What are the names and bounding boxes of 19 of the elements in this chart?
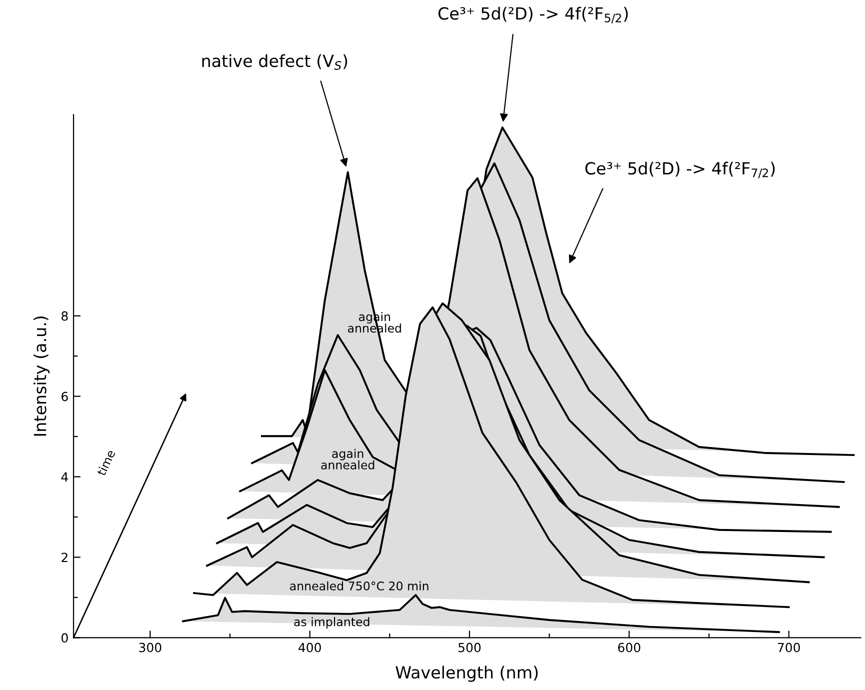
x-tick-label: 400: [298, 642, 321, 652]
annotation: time: [96, 449, 116, 476]
annotation: Ce³⁺ 5d(²D) -> 4f(²F$_{7/2}$): [585, 162, 775, 178]
x-tick-label: 700: [778, 642, 800, 652]
x-tick-label: 500: [458, 642, 481, 652]
x-tick-label: 300: [139, 642, 162, 652]
x-axis-title: Wavelength (nm): [396, 666, 538, 682]
annotation: native defect (V$_{S}$): [202, 54, 348, 70]
y-tick-label: 8: [62, 311, 68, 321]
y-tick-label: 4: [61, 472, 68, 482]
annotation: Ce³⁺ 5d(²D) -> 4f(²F$_{5/2}$): [438, 6, 628, 24]
annotation: again annealed: [321, 448, 374, 470]
annotation: as implanted: [294, 617, 370, 629]
y-tick-label: 6: [62, 392, 68, 402]
y-tick-label: 2: [62, 552, 68, 562]
y-axis-title: Intensity (a.u.): [33, 316, 50, 436]
y-tick-label: 0: [62, 633, 68, 643]
annotation: annealed 750°C 20 min: [290, 581, 428, 590]
x-tick-label: 600: [618, 642, 640, 652]
